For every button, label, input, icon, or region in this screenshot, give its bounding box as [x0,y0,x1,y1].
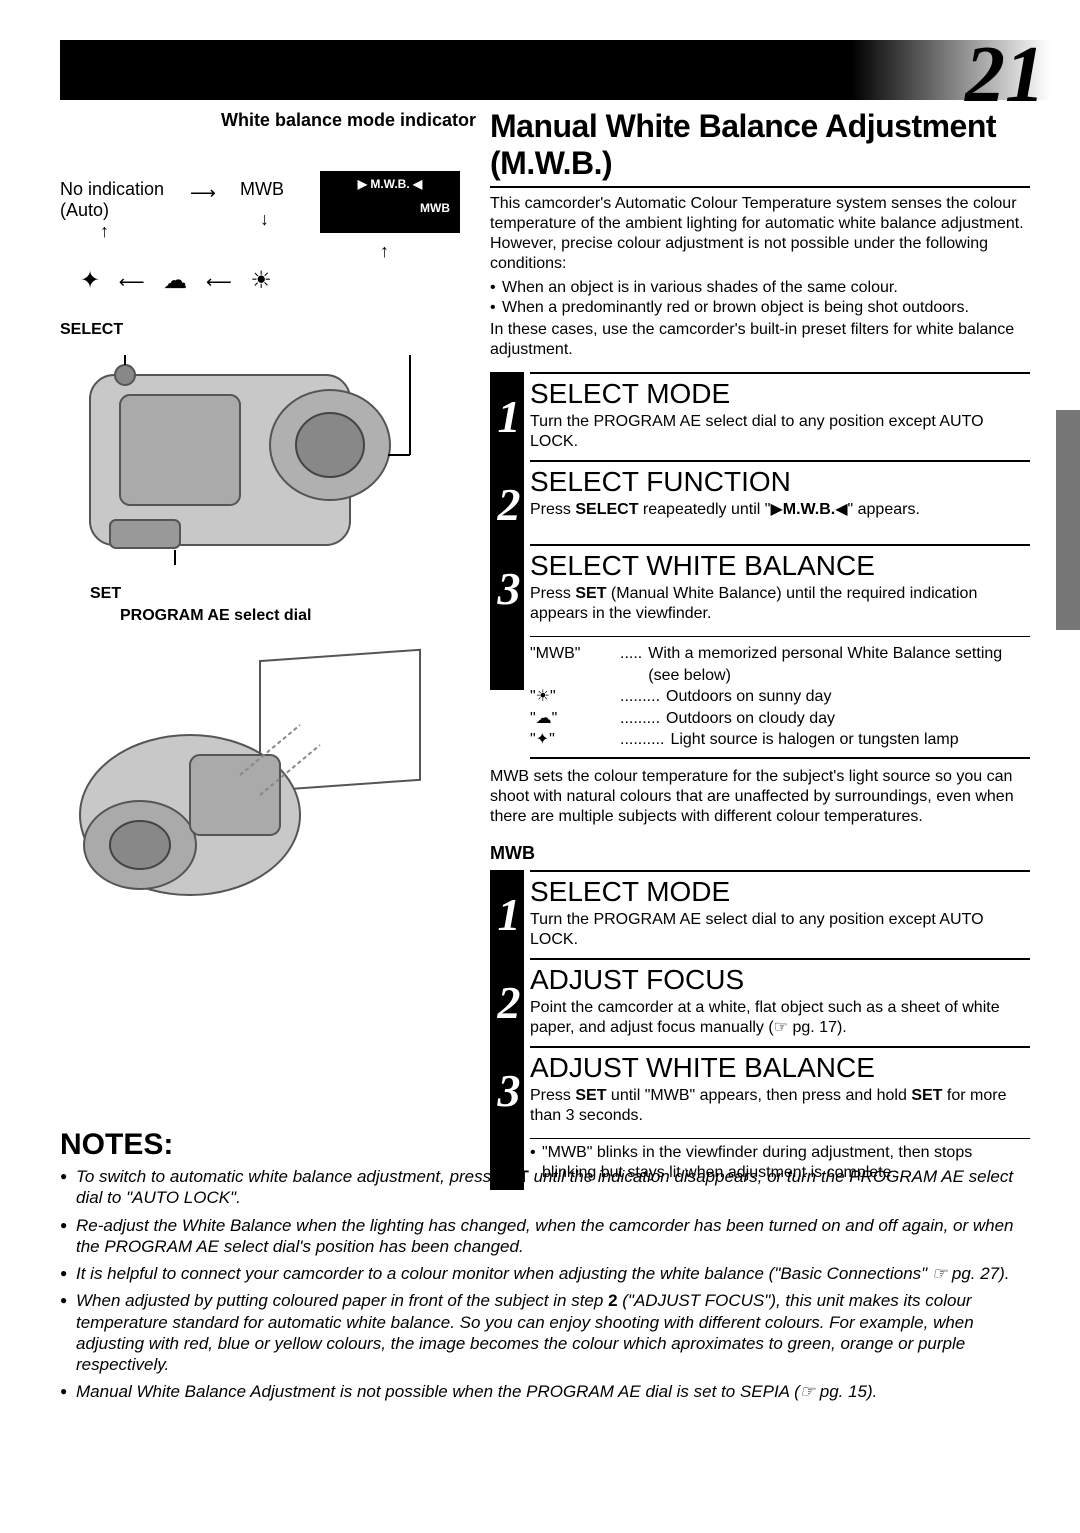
viewfinder-box: ▶ M.W.B. ◀ MWB [320,171,460,233]
main-title: Manual White Balance Adjustment (M.W.B.) [490,108,1030,188]
step-number: 2 [494,482,524,528]
camera-illustration-bottom [60,645,440,955]
intro-bullets: When an object is in various shades of t… [490,278,1030,318]
viewfinder-mwb-text: ▶ M.W.B. ◀ [320,177,460,191]
step-title: SELECT MODE [530,378,1030,410]
step-title: SELECT WHITE BALANCE [530,550,1030,582]
wb-options-list: "MWB".....With a memorized personal Whit… [530,637,1030,757]
no-indication-label: No indication (Auto) [60,179,164,221]
step-number: 3 [494,566,524,612]
side-tab [1056,410,1080,630]
viewfinder-mwb-sub: MWB [320,201,460,215]
note-item: Manual White Balance Adjustment is not p… [60,1381,1030,1402]
step-body: Press SET until "MWB" appears, then pres… [530,1086,1030,1134]
step-title: ADJUST FOCUS [530,964,1030,996]
step-body: Press SET (Manual White Balance) until t… [530,584,1030,632]
arrow-up-icon: ↑ [380,241,389,262]
note-item: To switch to automatic white balance adj… [60,1166,1030,1209]
intro-paragraph: This camcorder's Automatic Colour Temper… [490,194,1030,274]
wb-cycle-diagram: No indication (Auto) ⟶ MWB ▶ M.W.B. ◀ MW… [60,151,480,321]
step-body: Turn the PROGRAM AE select dial to any p… [530,910,1030,958]
notes-heading: NOTES: [60,1128,1030,1162]
step-number: 1 [494,892,524,938]
program-ae-label: PROGRAM AE select dial [120,607,480,625]
step-body: Press SELECT reapeatedly until "▶M.W.B.◀… [530,500,1030,528]
step-number: 1 [494,394,524,440]
camera-illustration-top [60,345,440,585]
step-body: Point the camcorder at a white, flat obj… [530,998,1030,1046]
step-title: SELECT MODE [530,876,1030,908]
intro-close: In these cases, use the camcorder's buil… [490,320,1030,360]
note-item: When adjusted by putting coloured paper … [60,1290,1030,1375]
step-body: Turn the PROGRAM AE select dial to any p… [530,412,1030,460]
mwb-subheading: MWB [490,843,1030,864]
intro-bullet: When a predominantly red or brown object… [490,298,1030,318]
notes-list: To switch to automatic white balance adj… [60,1166,1030,1403]
select-label: SELECT [60,321,480,339]
step-title: SELECT FUNCTION [530,466,1030,498]
step-number: 3 [494,1068,524,1114]
set-label: SET [90,585,480,603]
arrow-down-icon: ↓ [260,209,269,230]
note-item: It is helpful to connect your camcorder … [60,1263,1030,1284]
arrow-right-icon: ⟶ [190,183,216,204]
wb-icons-row: ✦ ⟵ ☁ ⟵ ☀ [80,266,274,295]
header-bar [60,40,1050,100]
step-number: 2 [494,980,524,1026]
intro-bullet: When an object is in various shades of t… [490,278,1030,298]
mwb-diagram-label: MWB [240,179,284,200]
mwb-paragraph: MWB sets the colour temperature for the … [490,767,1030,827]
wb-indicator-title: White balance mode indicator [60,110,480,131]
step-title: ADJUST WHITE BALANCE [530,1052,1030,1084]
arrow-up-icon: ↑ [100,221,109,242]
note-item: Re-adjust the White Balance when the lig… [60,1215,1030,1258]
